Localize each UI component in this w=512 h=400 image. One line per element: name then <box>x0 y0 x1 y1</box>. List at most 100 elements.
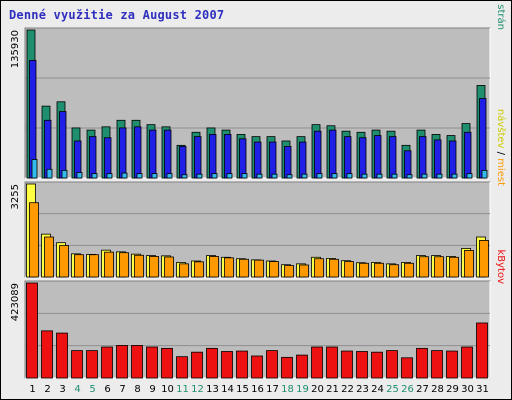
x-tick-label-15: 15 <box>236 384 249 395</box>
bar-strán-28 <box>436 173 443 179</box>
bar-strán-9 <box>151 173 158 179</box>
bar-strán-22 <box>346 173 353 179</box>
bar-miest-14 <box>224 257 234 278</box>
bar-kBytov-12 <box>191 351 203 379</box>
bar-kBytov-23 <box>356 351 368 379</box>
x-tick-label-8: 8 <box>134 384 140 395</box>
bar-kBytov-27 <box>416 347 428 379</box>
legend-entry-návštev: návštev <box>495 109 507 149</box>
bar-miest-5 <box>89 254 99 278</box>
bar-strán-24 <box>376 173 383 179</box>
bar-miest-19 <box>299 264 309 278</box>
bar-súborov-13 <box>209 134 217 179</box>
bar-kBytov-17 <box>266 350 278 379</box>
bar-strán-29 <box>451 173 458 179</box>
bar-strán-13 <box>211 173 218 179</box>
bar-miest-22 <box>344 261 354 278</box>
bar-kBytov-19 <box>296 354 308 379</box>
bar-miest-16 <box>254 259 264 278</box>
bar-strán-23 <box>361 173 368 179</box>
x-tick-label-7: 7 <box>119 384 125 395</box>
bar-miest-13 <box>209 256 219 278</box>
bar-kBytov-25 <box>386 350 398 379</box>
x-tick-label-2: 2 <box>44 384 50 395</box>
bar-súborov-21 <box>329 129 337 179</box>
x-tick-label-20: 20 <box>311 384 324 395</box>
bar-súborov-14 <box>224 134 232 179</box>
x-tick-label-1: 1 <box>29 384 35 395</box>
bar-kBytov-16 <box>251 355 263 379</box>
bar-súborov-26 <box>404 150 412 179</box>
x-tick-label-13: 13 <box>206 384 219 395</box>
x-tick-label-18: 18 <box>281 384 294 395</box>
bar-miest-31 <box>479 240 489 278</box>
x-tick-label-24: 24 <box>371 384 384 395</box>
bar-miest-15 <box>239 258 249 278</box>
y-max-label-1: 3255 <box>10 184 21 209</box>
bar-kBytov-9 <box>146 346 158 379</box>
x-tick-label-12: 12 <box>191 384 204 395</box>
bar-miest-4 <box>74 254 84 278</box>
bar-miest-20 <box>314 258 324 278</box>
bar-kBytov-26 <box>401 357 413 379</box>
bar-miest-21 <box>329 258 339 278</box>
bar-kBytov-21 <box>326 346 338 379</box>
bar-súborov-23 <box>359 137 367 179</box>
bar-strán-30 <box>466 173 473 179</box>
x-tick-label-5: 5 <box>89 384 95 395</box>
x-tick-label-30: 30 <box>461 384 474 395</box>
bar-súborov-9 <box>149 129 157 179</box>
legend-separator: / <box>495 148 506 158</box>
bar-súborov-6 <box>104 137 112 179</box>
bar-strán-18 <box>286 174 293 179</box>
bar-strán-25 <box>391 173 398 179</box>
bar-súborov-12 <box>194 136 202 179</box>
bar-kBytov-14 <box>221 351 233 379</box>
bar-miest-6 <box>104 251 114 278</box>
bar-miest-29 <box>449 256 459 278</box>
x-tick-label-28: 28 <box>431 384 444 395</box>
bar-strán-1 <box>31 159 38 179</box>
bar-súborov-5 <box>89 136 97 179</box>
bar-strán-2 <box>46 168 53 179</box>
bar-kBytov-29 <box>446 350 458 379</box>
legend-separator: / <box>495 0 506 4</box>
x-tick-label-19: 19 <box>296 384 309 395</box>
bar-kBytov-1 <box>26 282 38 379</box>
bar-kBytov-30 <box>461 346 473 379</box>
y-max-label-2: 423089 <box>10 283 21 321</box>
bar-kBytov-4 <box>71 350 83 379</box>
x-tick-label-4: 4 <box>74 384 80 395</box>
bar-strán-11 <box>181 174 188 179</box>
bar-miest-7 <box>119 252 129 278</box>
x-tick-label-26: 26 <box>401 384 414 395</box>
bar-kBytov-10 <box>161 347 173 379</box>
bar-kBytov-6 <box>101 346 113 379</box>
bar-súborov-18 <box>284 146 292 179</box>
x-tick-label-17: 17 <box>266 384 279 395</box>
bar-kBytov-13 <box>206 347 218 379</box>
bar-miest-9 <box>149 256 159 278</box>
bar-miest-12 <box>194 261 204 278</box>
bar-strán-27 <box>421 173 428 179</box>
legend-1: návštev / miest <box>495 109 507 186</box>
bar-kBytov-28 <box>431 350 443 379</box>
bar-súborov-22 <box>344 136 352 179</box>
bar-súborov-27 <box>419 136 427 179</box>
bar-miest-28 <box>434 256 444 278</box>
x-tick-label-9: 9 <box>149 384 155 395</box>
x-tick-label-31: 31 <box>476 384 489 395</box>
bar-súborov-16 <box>254 141 262 179</box>
bar-strán-4 <box>76 172 83 179</box>
x-tick-label-25: 25 <box>386 384 399 395</box>
bar-kBytov-5 <box>86 350 98 379</box>
bar-kBytov-8 <box>131 345 143 379</box>
bar-súborov-25 <box>389 136 397 179</box>
x-tick-label-22: 22 <box>341 384 354 395</box>
bar-miest-2 <box>44 236 54 278</box>
bar-kBytov-31 <box>476 322 488 379</box>
bar-súborov-28 <box>434 139 442 179</box>
bar-miest-25 <box>389 264 399 278</box>
x-tick-label-29: 29 <box>446 384 459 395</box>
